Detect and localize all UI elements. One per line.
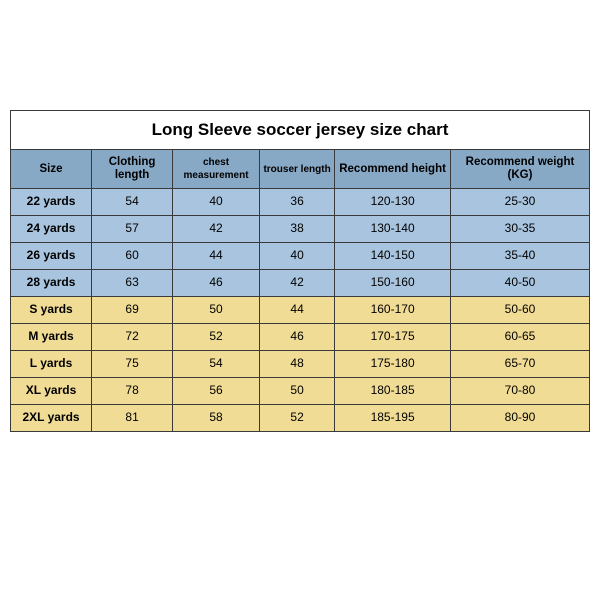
cell: 50-60 [451, 297, 590, 324]
header-chest: chest measurement [173, 150, 260, 189]
table-row: 24 yards574238130-14030-35 [11, 216, 590, 243]
table-row: S yards695044160-17050-60 [11, 297, 590, 324]
cell: 48 [259, 351, 334, 378]
cell: 30-35 [451, 216, 590, 243]
cell: 42 [259, 270, 334, 297]
cell: 75 [92, 351, 173, 378]
cell: 140-150 [335, 243, 451, 270]
header-chest-label: chest measurement [184, 157, 249, 181]
table-row: XL yards785650180-18570-80 [11, 378, 590, 405]
size-chart-table: Long Sleeve soccer jersey size chart Siz… [10, 110, 590, 432]
table-row: L yards755448175-18065-70 [11, 351, 590, 378]
cell: S yards [11, 297, 92, 324]
header-height: Recommend height [335, 150, 451, 189]
cell: 78 [92, 378, 173, 405]
cell: 40-50 [451, 270, 590, 297]
cell: 57 [92, 216, 173, 243]
table-title: Long Sleeve soccer jersey size chart [11, 111, 590, 150]
cell: 63 [92, 270, 173, 297]
cell: 44 [173, 243, 260, 270]
cell: 46 [259, 324, 334, 351]
cell: 26 yards [11, 243, 92, 270]
header-trouser: trouser length [259, 150, 334, 189]
cell: 22 yards [11, 189, 92, 216]
cell: 54 [92, 189, 173, 216]
cell: 58 [173, 405, 260, 432]
header-weight: Recommend weight (KG) [451, 150, 590, 189]
cell: 42 [173, 216, 260, 243]
cell: 35-40 [451, 243, 590, 270]
cell: 70-80 [451, 378, 590, 405]
cell: 175-180 [335, 351, 451, 378]
cell: 80-90 [451, 405, 590, 432]
cell: XL yards [11, 378, 92, 405]
header-row: Size Clothing length chest measurement t… [11, 150, 590, 189]
cell: 60 [92, 243, 173, 270]
cell: 150-160 [335, 270, 451, 297]
header-trouser-label: trouser length [263, 164, 330, 175]
cell: 46 [173, 270, 260, 297]
cell: L yards [11, 351, 92, 378]
table-row: 22 yards544036120-13025-30 [11, 189, 590, 216]
cell: 40 [173, 189, 260, 216]
table-row: 2XL yards815852185-19580-90 [11, 405, 590, 432]
cell: 160-170 [335, 297, 451, 324]
cell: M yards [11, 324, 92, 351]
cell: 24 yards [11, 216, 92, 243]
cell: 170-175 [335, 324, 451, 351]
cell: 40 [259, 243, 334, 270]
table-row: M yards725246170-17560-65 [11, 324, 590, 351]
cell: 56 [173, 378, 260, 405]
cell: 52 [173, 324, 260, 351]
table-row: 28 yards634642150-16040-50 [11, 270, 590, 297]
cell: 120-130 [335, 189, 451, 216]
cell: 25-30 [451, 189, 590, 216]
cell: 130-140 [335, 216, 451, 243]
cell: 72 [92, 324, 173, 351]
header-clothing-length: Clothing length [92, 150, 173, 189]
cell: 44 [259, 297, 334, 324]
cell: 28 yards [11, 270, 92, 297]
cell: 50 [259, 378, 334, 405]
title-row: Long Sleeve soccer jersey size chart [11, 111, 590, 150]
header-size: Size [11, 150, 92, 189]
cell: 38 [259, 216, 334, 243]
cell: 60-65 [451, 324, 590, 351]
cell: 69 [92, 297, 173, 324]
cell: 54 [173, 351, 260, 378]
cell: 185-195 [335, 405, 451, 432]
table-row: 26 yards604440140-15035-40 [11, 243, 590, 270]
cell: 50 [173, 297, 260, 324]
cell: 65-70 [451, 351, 590, 378]
size-chart-container: Long Sleeve soccer jersey size chart Siz… [10, 110, 590, 432]
cell: 2XL yards [11, 405, 92, 432]
cell: 52 [259, 405, 334, 432]
cell: 180-185 [335, 378, 451, 405]
cell: 36 [259, 189, 334, 216]
cell: 81 [92, 405, 173, 432]
